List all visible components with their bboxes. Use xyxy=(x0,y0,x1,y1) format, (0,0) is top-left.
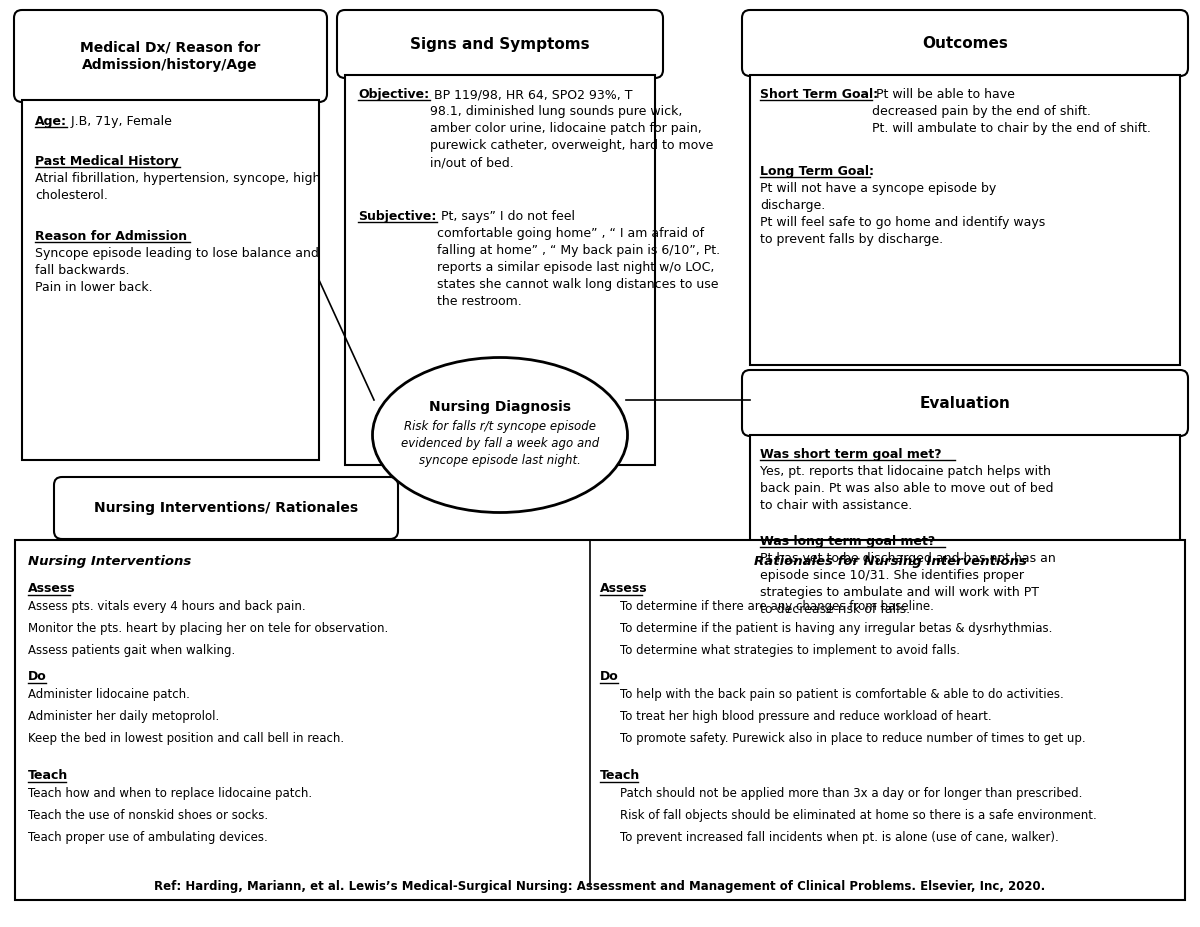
Text: Objective:: Objective: xyxy=(358,88,430,101)
Text: Risk of fall objects should be eliminated at home so there is a safe environment: Risk of fall objects should be eliminate… xyxy=(620,809,1097,822)
Text: Rationales for Nursing Interventions: Rationales for Nursing Interventions xyxy=(754,555,1026,568)
Text: Pt will be able to have
decreased pain by the end of shift.
Pt. will ambulate to: Pt will be able to have decreased pain b… xyxy=(872,88,1151,135)
Text: Assess patients gait when walking.: Assess patients gait when walking. xyxy=(28,644,235,657)
Bar xyxy=(14,540,1186,900)
Text: To determine if there are any changes from baseline.: To determine if there are any changes fr… xyxy=(620,600,934,613)
Text: Pt will not have a syncope episode by
discharge.
Pt will feel safe to go home an: Pt will not have a syncope episode by di… xyxy=(760,182,1045,246)
Bar xyxy=(750,435,1180,700)
Text: Assess pts. vitals every 4 hours and back pain.: Assess pts. vitals every 4 hours and bac… xyxy=(28,600,306,613)
Text: To help with the back pain so patient is comfortable & able to do activities.: To help with the back pain so patient is… xyxy=(620,688,1063,701)
Text: Administer lidocaine patch.: Administer lidocaine patch. xyxy=(28,688,190,701)
Text: J.B, 71y, Female: J.B, 71y, Female xyxy=(67,115,172,128)
FancyBboxPatch shape xyxy=(742,370,1188,436)
Text: Administer her daily metoprolol.: Administer her daily metoprolol. xyxy=(28,710,220,723)
Bar xyxy=(346,75,655,465)
Text: Teach: Teach xyxy=(28,769,68,782)
Bar xyxy=(750,75,1180,365)
Text: Evaluation: Evaluation xyxy=(919,396,1010,411)
Text: Teach proper use of ambulating devices.: Teach proper use of ambulating devices. xyxy=(28,831,268,844)
Text: To promote safety. Purewick also in place to reduce number of times to get up.: To promote safety. Purewick also in plac… xyxy=(620,732,1086,745)
Text: Patch should not be applied more than 3x a day or for longer than prescribed.: Patch should not be applied more than 3x… xyxy=(620,787,1082,800)
Text: To determine what strategies to implement to avoid falls.: To determine what strategies to implemen… xyxy=(620,644,960,657)
Text: Nursing Interventions: Nursing Interventions xyxy=(28,555,191,568)
Text: To prevent increased fall incidents when pt. is alone (use of cane, walker).: To prevent increased fall incidents when… xyxy=(620,831,1058,844)
Text: Medical Dx/ Reason for
Admission/history/Age: Medical Dx/ Reason for Admission/history… xyxy=(80,41,260,71)
Text: Teach the use of nonskid shoes or socks.: Teach the use of nonskid shoes or socks. xyxy=(28,809,268,822)
Text: Short Term Goal:: Short Term Goal: xyxy=(760,88,878,101)
Text: Teach: Teach xyxy=(600,769,641,782)
Text: Pt, says” I do not feel
comfortable going home” , “ I am afraid of
falling at ho: Pt, says” I do not feel comfortable goin… xyxy=(437,210,720,308)
Text: Pt has yet to be discharged and has not has an
episode since 10/31. She identifi: Pt has yet to be discharged and has not … xyxy=(760,552,1056,616)
Text: Monitor the pts. heart by placing her on tele for observation.: Monitor the pts. heart by placing her on… xyxy=(28,622,389,635)
Text: Assess: Assess xyxy=(600,582,648,595)
FancyBboxPatch shape xyxy=(14,10,326,102)
Text: Reason for Admission: Reason for Admission xyxy=(35,230,187,243)
Text: Outcomes: Outcomes xyxy=(922,35,1008,50)
Text: To treat her high blood pressure and reduce workload of heart.: To treat her high blood pressure and red… xyxy=(620,710,991,723)
Text: Do: Do xyxy=(28,670,47,683)
Text: Long Term Goal:: Long Term Goal: xyxy=(760,165,874,178)
Ellipse shape xyxy=(372,358,628,513)
Text: To determine if the patient is having any irregular betas & dysrhythmias.: To determine if the patient is having an… xyxy=(620,622,1052,635)
Text: Teach how and when to replace lidocaine patch.: Teach how and when to replace lidocaine … xyxy=(28,787,312,800)
Text: Keep the bed in lowest position and call bell in reach.: Keep the bed in lowest position and call… xyxy=(28,732,344,745)
Text: Signs and Symptoms: Signs and Symptoms xyxy=(410,36,590,52)
Text: Yes, pt. reports that lidocaine patch helps with
back pain. Pt was also able to : Yes, pt. reports that lidocaine patch he… xyxy=(760,465,1054,512)
Text: Syncope episode leading to lose balance and
fall backwards.
Pain in lower back.: Syncope episode leading to lose balance … xyxy=(35,247,319,294)
Text: Atrial fibrillation, hypertension, syncope, high
cholesterol.: Atrial fibrillation, hypertension, synco… xyxy=(35,172,320,202)
Text: Do: Do xyxy=(600,670,619,683)
Text: Was long term goal met?: Was long term goal met? xyxy=(760,535,935,548)
Text: Past Medical History: Past Medical History xyxy=(35,155,179,168)
Text: Ref: Harding, Mariann, et al. Lewis’s Medical-Surgical Nursing: Assessment and M: Ref: Harding, Mariann, et al. Lewis’s Me… xyxy=(155,880,1045,893)
Text: Nursing Diagnosis: Nursing Diagnosis xyxy=(430,400,571,414)
Text: Nursing Interventions/ Rationales: Nursing Interventions/ Rationales xyxy=(94,501,358,515)
FancyBboxPatch shape xyxy=(54,477,398,539)
Text: Age:: Age: xyxy=(35,115,67,128)
FancyBboxPatch shape xyxy=(337,10,662,78)
Text: Risk for falls r/t syncope episode
evidenced by fall a week ago and
syncope epis: Risk for falls r/t syncope episode evide… xyxy=(401,420,599,467)
Text: Subjective:: Subjective: xyxy=(358,210,437,223)
Bar xyxy=(22,100,319,460)
FancyBboxPatch shape xyxy=(742,10,1188,76)
Text: Was short term goal met?: Was short term goal met? xyxy=(760,448,942,461)
Text: BP 119/98, HR 64, SPO2 93%, T
98.1, diminished lung sounds pure wick,
amber colo: BP 119/98, HR 64, SPO2 93%, T 98.1, dimi… xyxy=(430,88,713,169)
Text: Assess: Assess xyxy=(28,582,76,595)
